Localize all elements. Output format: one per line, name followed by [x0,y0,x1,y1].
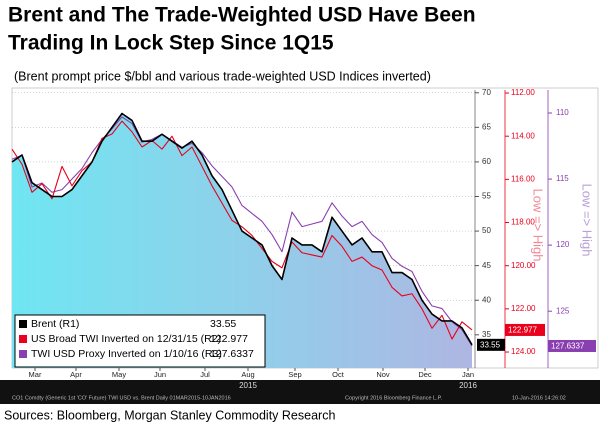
chart-subtitle: (Brent prompt price $/bbl and various tr… [14,69,431,83]
footer: Copyright 2016 Bloomberg Finance L.P. [345,395,443,401]
legend-label: US Broad TWI Inverted on 12/31/15 (R2) [31,333,221,345]
y-tick-label: 50 [482,226,491,235]
legend-label: Brent (R1) [31,318,79,330]
y3-tick-label: 125 [556,306,570,315]
x-tick-label: Aug [241,370,254,379]
y-tick-label: 70 [482,88,491,97]
legend: Brent (R1) 33.55 US Broad TWI Inverted on … [14,314,266,368]
last-value-box [505,323,545,336]
legend-swatch [19,335,27,343]
y-tick-label: 45 [482,261,491,270]
y2-tick-label: 118.00 [511,218,535,227]
x-tick-label: Apr [70,370,82,379]
y3-axis-label: Low => High [580,184,595,257]
y2-tick-label: 120.00 [511,261,536,270]
footer: CO1 Comdty (Generic 1st 'CO' Future) TWI… [12,395,231,401]
area [12,113,472,368]
y2-tick-label: 114.00 [511,131,535,140]
chart-title: Brent and The Trade-Weighted USD Have Be… [8,4,476,27]
y3-tick-label: 110 [556,108,569,117]
line [11,120,473,340]
y-tick-label: 40 [482,295,491,304]
y2-tick-label: 124.00 [511,347,536,356]
last-value-label: 127.6337 [551,342,585,351]
line [11,112,473,346]
legend-label: TWI USD Proxy Inverted on 1/10/16 (R3) [31,348,222,360]
legend-value: 127.6337 [210,348,254,360]
x-tick-label: Mar [29,370,42,379]
x-year-label: 2015 [239,381,257,390]
x-tick-label: Jan [462,370,474,379]
x-tick-label: Nov [376,370,390,379]
y3-tick-label: 115 [556,174,569,183]
y-tick-label: 65 [482,122,491,131]
x-tick-label: Oct [332,370,345,379]
y-tick-label: 60 [482,157,491,166]
y2-tick-label: 116.00 [511,174,535,183]
last-value-box [477,338,505,351]
y2-axis-label: Low => High [531,189,546,262]
last-value-label: 33.55 [480,340,501,349]
x-tick-label: Jun [154,370,166,379]
x-tick-label: Sep [288,370,301,379]
legend-value: 33.55 [210,318,236,330]
footer: 10-Jan-2016 14:26:02 [512,395,566,401]
legend-box [14,314,266,368]
last-value-box [548,339,596,352]
legend-value: 122.977 [210,333,248,345]
legend-swatch [19,320,27,328]
line [11,116,473,347]
last-value-label: 122.977 [508,326,537,335]
x-tick-label: May [112,370,126,379]
y-tick-label: 35 [482,330,491,339]
x-year-label: 2016 [459,381,477,390]
x-tick-label: Dec [418,370,432,379]
y-tick-label: 55 [482,192,491,201]
y2-tick-label: 122.00 [511,304,536,313]
y3-tick-label: 120 [556,240,570,249]
axis-strip [0,380,600,404]
y2-tick-label: 112.00 [511,88,535,97]
source: Sources: Bloomberg, Morgan Stanley Commo… [4,408,335,422]
chart-title: Trading In Lock Step Since 1Q15 [8,32,334,55]
legend-swatch [19,350,27,358]
x-tick-label: Jul [200,370,210,379]
